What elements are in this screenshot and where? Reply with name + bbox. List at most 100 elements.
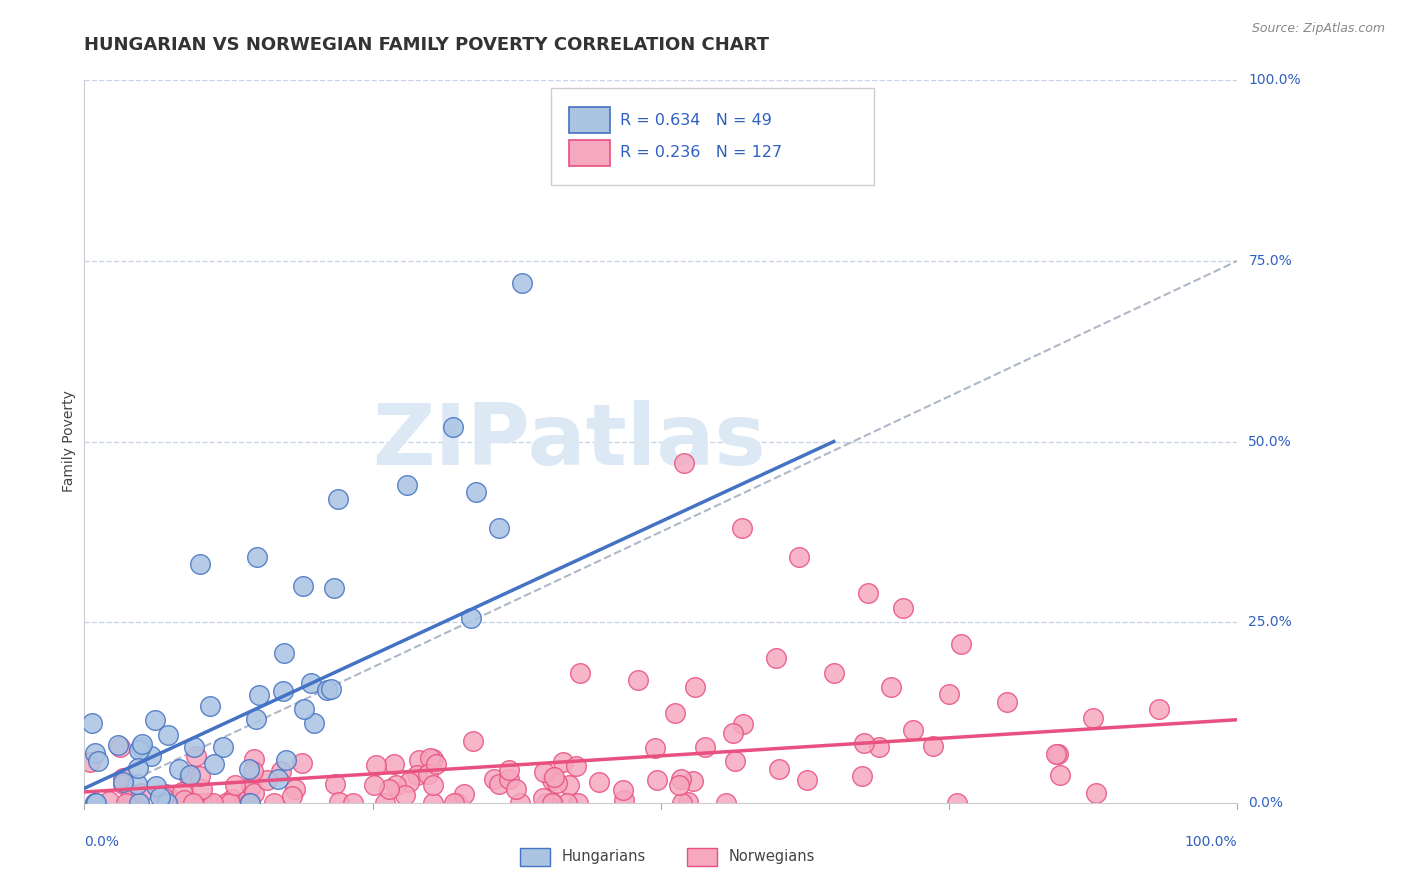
Point	[111, 771, 134, 785]
Point	[946, 796, 969, 810]
Point	[97, 794, 120, 808]
Point	[84, 796, 107, 810]
Point	[796, 772, 818, 787]
Point	[880, 680, 903, 694]
Point	[120, 787, 142, 801]
Point	[553, 755, 575, 769]
Point	[534, 796, 557, 810]
Text: 25.0%: 25.0%	[1249, 615, 1292, 629]
Point	[1045, 747, 1067, 761]
FancyBboxPatch shape	[551, 87, 875, 185]
Point	[184, 749, 207, 764]
Point	[156, 796, 179, 810]
Point	[787, 550, 810, 565]
Point	[484, 772, 506, 787]
Point	[128, 796, 150, 810]
Point	[555, 796, 578, 810]
Point	[246, 550, 269, 565]
Point	[721, 725, 744, 739]
Point	[84, 747, 107, 761]
Point	[398, 775, 420, 789]
Point	[242, 764, 264, 778]
Point	[323, 777, 346, 791]
Point	[540, 773, 562, 788]
Point	[112, 777, 135, 791]
Point	[315, 682, 337, 697]
Point	[188, 769, 211, 783]
Point	[488, 521, 510, 535]
Point	[221, 792, 243, 806]
Point	[567, 796, 589, 810]
Point	[131, 739, 153, 754]
Point	[853, 736, 876, 750]
Point	[239, 796, 262, 810]
Point	[299, 675, 322, 690]
Point	[292, 579, 315, 593]
Point	[238, 792, 260, 806]
Point	[488, 777, 510, 791]
Point	[326, 492, 349, 507]
Point	[284, 782, 307, 797]
Point	[84, 796, 107, 810]
Point	[682, 774, 704, 789]
Point	[177, 770, 200, 784]
FancyBboxPatch shape	[688, 847, 717, 866]
Text: R = 0.236   N = 127: R = 0.236 N = 127	[620, 145, 783, 160]
Point	[509, 796, 531, 810]
Point	[242, 752, 264, 766]
Point	[215, 796, 238, 810]
Point	[565, 759, 588, 773]
Point	[533, 764, 555, 779]
Point	[281, 789, 304, 803]
Point	[263, 796, 285, 810]
Point	[685, 680, 707, 694]
Point	[858, 586, 880, 600]
Point	[219, 796, 242, 810]
Point	[267, 772, 290, 786]
Text: 0.0%: 0.0%	[1249, 796, 1284, 810]
Point	[245, 712, 267, 726]
Point	[127, 761, 149, 775]
Point	[256, 772, 278, 787]
Point	[79, 755, 101, 769]
Point	[425, 757, 447, 772]
Point	[938, 687, 960, 701]
Point	[406, 768, 429, 782]
Text: ZIPatlas: ZIPatlas	[371, 400, 765, 483]
Point	[558, 778, 581, 792]
Point	[328, 796, 350, 810]
Point	[84, 796, 107, 810]
Point	[152, 789, 174, 804]
Point	[644, 740, 666, 755]
Point	[823, 665, 845, 680]
Point	[733, 716, 755, 731]
Point	[179, 767, 201, 781]
Point	[342, 796, 364, 810]
Point	[668, 778, 690, 792]
Text: 50.0%: 50.0%	[1249, 434, 1292, 449]
Point	[167, 762, 190, 776]
Point	[86, 754, 108, 768]
Point	[304, 715, 326, 730]
Point	[238, 763, 260, 777]
Point	[211, 739, 233, 754]
Point	[613, 793, 636, 807]
Point	[588, 774, 610, 789]
Point	[543, 770, 565, 784]
Point	[541, 796, 564, 810]
Point	[385, 778, 408, 792]
Text: 0.0%: 0.0%	[84, 835, 120, 849]
Text: HUNGARIAN VS NORWEGIAN FAMILY POVERTY CORRELATION CHART: HUNGARIAN VS NORWEGIAN FAMILY POVERTY CO…	[84, 36, 769, 54]
Text: Norwegians: Norwegians	[728, 849, 815, 864]
Point	[108, 739, 131, 754]
Point	[422, 796, 444, 810]
Point	[419, 750, 441, 764]
Text: 75.0%: 75.0%	[1249, 254, 1292, 268]
Point	[111, 774, 134, 789]
Point	[1147, 702, 1170, 716]
Point	[461, 734, 484, 748]
Point	[273, 646, 295, 660]
Point	[730, 521, 752, 535]
Point	[149, 789, 172, 804]
Point	[901, 723, 924, 738]
